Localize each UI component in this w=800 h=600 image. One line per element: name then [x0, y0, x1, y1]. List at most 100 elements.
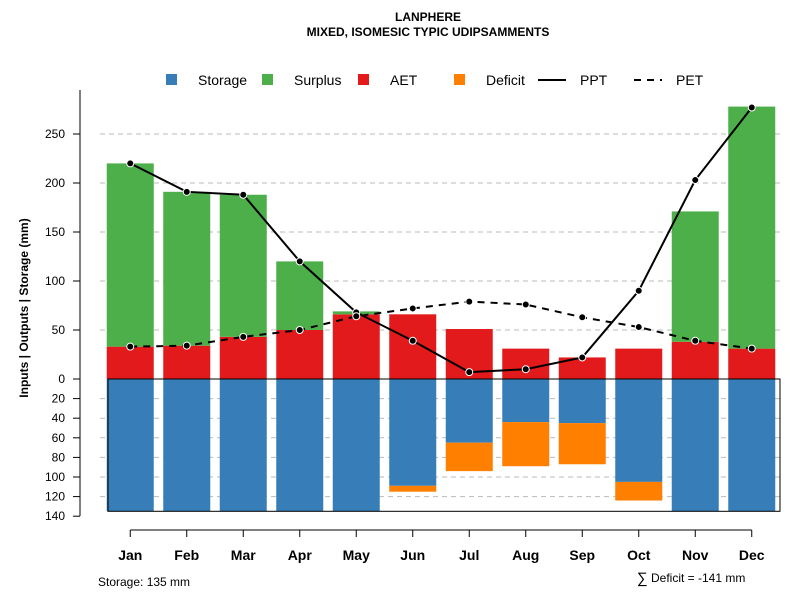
bar-aet — [558, 357, 606, 379]
bar-storage — [502, 379, 550, 423]
bar-storage — [671, 379, 719, 512]
y-tick-label: 140 — [45, 509, 65, 523]
deficit-sum-symbol: ∑ — [637, 570, 648, 587]
axes: 0 50 100 150 200 250 20 40 60 80 100 120 140 Jan Feb Ma… — [45, 90, 765, 563]
pet-point — [465, 297, 474, 306]
y-tick-label: 50 — [52, 323, 66, 337]
bar-aet — [219, 336, 267, 379]
lines — [126, 103, 756, 377]
chart-title: LANPHERE — [395, 10, 461, 24]
bar-surplus — [106, 163, 154, 347]
ppt-point — [465, 368, 474, 377]
legend-swatch-surplus — [262, 74, 273, 85]
bar-storage — [445, 379, 493, 443]
deficit-note: Deficit = -141 mm — [651, 571, 745, 585]
ppt-point — [747, 103, 756, 112]
x-tick-label-apr: Apr — [288, 547, 313, 563]
legend-label-aet: AET — [390, 72, 418, 88]
y-tick-label: 100 — [45, 274, 65, 288]
chart-subtitle: MIXED, ISOMESIC TYPIC UDIPSAMMENTS — [307, 25, 550, 39]
x-tick-label-sep: Sep — [569, 547, 595, 563]
bar-aet — [615, 348, 663, 379]
bar-storage — [163, 379, 211, 512]
bar-aet — [671, 341, 719, 379]
legend-label-deficit: Deficit — [486, 72, 525, 88]
pet-line — [130, 300, 752, 350]
pet-point — [634, 323, 643, 332]
pet-point — [408, 304, 417, 313]
ppt-point — [521, 365, 530, 374]
pet-point — [239, 332, 248, 341]
pet-point — [126, 342, 135, 351]
bar-aet — [276, 330, 324, 379]
ppt-point — [578, 353, 587, 362]
pet-point — [747, 344, 756, 353]
bars — [106, 106, 781, 512]
y-tick-label: 80 — [52, 450, 66, 464]
legend-label-pet: PET — [676, 72, 704, 88]
bar-aet — [106, 346, 154, 379]
ppt-point — [239, 190, 248, 199]
ppt-point — [295, 257, 304, 266]
pet-point — [521, 300, 530, 309]
pet-point — [352, 312, 361, 321]
y-tick-label: 250 — [45, 127, 65, 141]
bar-storage — [389, 379, 437, 486]
legend-swatch-storage — [166, 74, 177, 85]
ppt-point — [408, 336, 417, 345]
bar-storage — [615, 379, 663, 482]
bar-deficit — [502, 422, 550, 467]
x-tick-label-jun: Jun — [400, 547, 425, 563]
storage-frame — [107, 378, 781, 512]
bar-deficit — [615, 481, 663, 501]
bar-aet — [728, 348, 776, 379]
x-tick-label-aug: Aug — [512, 547, 539, 563]
legend: Storage Surplus AET Deficit PPT PET — [166, 72, 704, 88]
pet-point — [295, 326, 304, 334]
bar-storage — [332, 379, 380, 512]
legend-label-ppt: PPT — [580, 72, 608, 88]
y-tick-label: 40 — [52, 411, 66, 425]
x-tick-label-oct: Oct — [627, 547, 651, 563]
y-tick-label: 100 — [45, 470, 65, 484]
x-tick-label-nov: Nov — [682, 547, 709, 563]
ppt-point — [634, 286, 643, 295]
bar-deficit — [389, 485, 437, 492]
bar-surplus — [276, 261, 324, 330]
x-tick-label-jan: Jan — [118, 547, 142, 563]
pet-point — [182, 341, 191, 350]
storage-note: Storage: 135 mm — [98, 575, 190, 589]
x-tick-label-jul: Jul — [459, 547, 479, 563]
bar-surplus — [671, 211, 719, 342]
bar-storage — [558, 379, 606, 424]
bar-storage — [219, 379, 267, 512]
bar-surplus — [728, 106, 776, 349]
y-axis-label: Inputs | Outputs | Storage (mm) — [17, 218, 31, 397]
x-tick-label-feb: Feb — [174, 547, 199, 563]
bar-aet — [502, 348, 550, 379]
bar-aet — [163, 345, 211, 379]
pet-point — [691, 336, 700, 345]
legend-swatch-deficit — [454, 74, 465, 85]
bar-aet — [332, 314, 380, 379]
x-tick-label-dec: Dec — [739, 547, 765, 563]
pet-point — [578, 313, 587, 322]
y-tick-label: 60 — [52, 431, 66, 445]
bar-surplus — [219, 194, 267, 337]
x-tick-label-mar: Mar — [231, 547, 256, 563]
ppt-point — [126, 159, 135, 168]
bar-surplus — [163, 191, 211, 346]
bar-aet — [389, 314, 437, 379]
ppt-line — [129, 106, 753, 374]
x-tick-label-may: May — [343, 547, 370, 563]
bar-storage — [728, 379, 776, 512]
y-tick-label: 0 — [58, 372, 65, 386]
ppt-point — [182, 187, 191, 196]
bar-deficit — [445, 442, 493, 472]
legend-swatch-aet — [358, 74, 369, 85]
y-tick-label: 150 — [45, 225, 65, 239]
y-tick-label: 120 — [45, 490, 65, 504]
y-tick-label: 20 — [52, 392, 66, 406]
bar-deficit — [558, 423, 606, 465]
